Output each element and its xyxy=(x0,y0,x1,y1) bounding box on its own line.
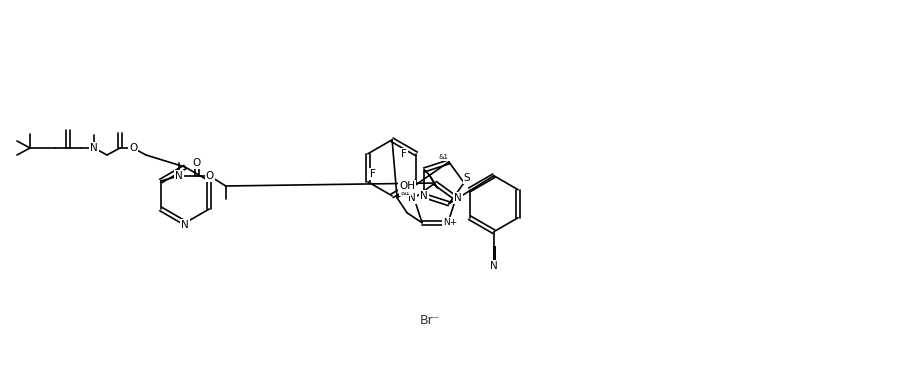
Text: N: N xyxy=(181,220,188,230)
Text: S: S xyxy=(464,173,470,183)
Text: N: N xyxy=(454,193,462,203)
Text: O: O xyxy=(128,143,137,153)
Text: &1: &1 xyxy=(439,154,449,160)
Text: Br⁻: Br⁻ xyxy=(419,314,440,327)
Text: N: N xyxy=(408,193,416,203)
Text: N+: N+ xyxy=(443,218,457,227)
Text: OH: OH xyxy=(399,181,415,191)
Text: O: O xyxy=(206,171,213,181)
Text: O: O xyxy=(192,158,201,168)
Text: F: F xyxy=(370,169,376,179)
Text: &1: &1 xyxy=(400,190,410,196)
Text: N: N xyxy=(175,171,183,181)
Text: N: N xyxy=(420,191,428,201)
Text: F: F xyxy=(401,149,407,159)
Text: N: N xyxy=(91,143,98,153)
Text: N: N xyxy=(490,261,498,271)
